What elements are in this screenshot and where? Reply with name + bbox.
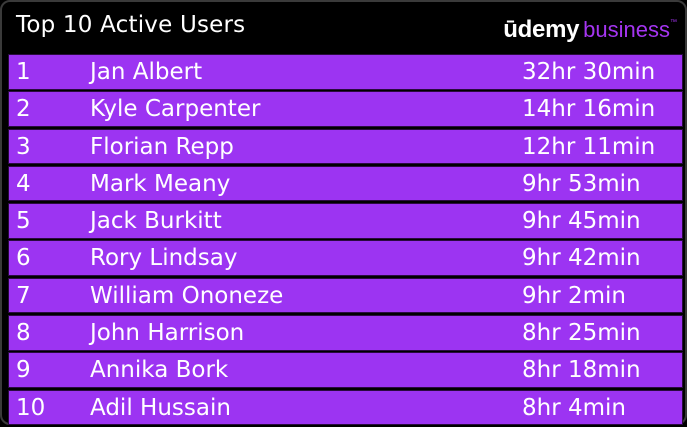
table-row: 10 Adil Hussain 8hr 4min xyxy=(8,389,683,426)
row-user-name: Jack Burkitt xyxy=(90,208,222,235)
row-active-time: 9hr 53min xyxy=(522,170,641,197)
row-rank: 6 xyxy=(16,245,31,272)
card-title: Top 10 Active Users xyxy=(16,12,246,38)
row-active-time: 8hr 25min xyxy=(522,320,641,347)
table-row: 9 Annika Bork 8hr 18min xyxy=(8,352,683,388)
row-active-time: 32hr 30min xyxy=(522,59,656,85)
table-row: 2 Kyle Carpenter 14hr 16min xyxy=(8,91,683,127)
row-active-time: 14hr 16min xyxy=(522,96,656,123)
row-user-name: Adil Hussain xyxy=(90,394,231,421)
row-user-name: John Harrison xyxy=(90,320,245,347)
row-active-time: 8hr 4min xyxy=(522,394,626,421)
row-rank: 4 xyxy=(16,170,31,197)
user-list: 1 Jan Albert 32hr 30min 2 Kyle Carpenter… xyxy=(8,54,683,427)
row-rank: 5 xyxy=(16,208,31,235)
row-rank: 1 xyxy=(16,59,31,85)
udemy-business-logo: ūdemy business™ xyxy=(503,16,677,48)
row-user-name: Florian Repp xyxy=(90,133,234,160)
table-row: 5 Jack Burkitt 9hr 45min xyxy=(8,203,683,239)
table-row: 1 Jan Albert 32hr 30min xyxy=(8,54,683,90)
row-active-time: 9hr 45min xyxy=(522,208,641,235)
row-user-name: Annika Bork xyxy=(90,357,229,384)
row-active-time: 12hr 11min xyxy=(522,133,656,160)
row-rank: 8 xyxy=(16,320,31,347)
table-row: 4 Mark Meany 9hr 53min xyxy=(8,165,683,202)
row-user-name: Mark Meany xyxy=(90,170,231,197)
row-rank: 10 xyxy=(16,394,46,421)
card-header: Top 10 Active Users ūdemy business™ xyxy=(2,2,687,54)
row-rank: 3 xyxy=(16,133,31,160)
table-row: 6 Rory Lindsay 9hr 42min xyxy=(8,240,683,276)
row-user-name: Jan Albert xyxy=(90,59,203,85)
table-row: 8 John Harrison 8hr 25min xyxy=(8,315,683,351)
table-row: 3 Florian Repp 12hr 11min xyxy=(8,128,683,165)
row-rank: 2 xyxy=(16,96,31,123)
row-rank: 9 xyxy=(16,357,31,384)
row-active-time: 8hr 18min xyxy=(522,357,641,384)
row-user-name: Kyle Carpenter xyxy=(90,96,261,123)
table-row: 7 William Ononeze 9hr 2min xyxy=(8,277,683,314)
row-user-name: William Ononeze xyxy=(90,282,284,309)
row-rank: 7 xyxy=(16,282,31,309)
logo-trademark: ™ xyxy=(670,19,677,26)
logo-product-text: business xyxy=(583,17,670,42)
row-active-time: 9hr 42min xyxy=(522,245,641,272)
row-user-name: Rory Lindsay xyxy=(90,245,238,272)
row-active-time: 9hr 2min xyxy=(522,282,626,309)
logo-brand-text: ūdemy xyxy=(503,16,580,43)
